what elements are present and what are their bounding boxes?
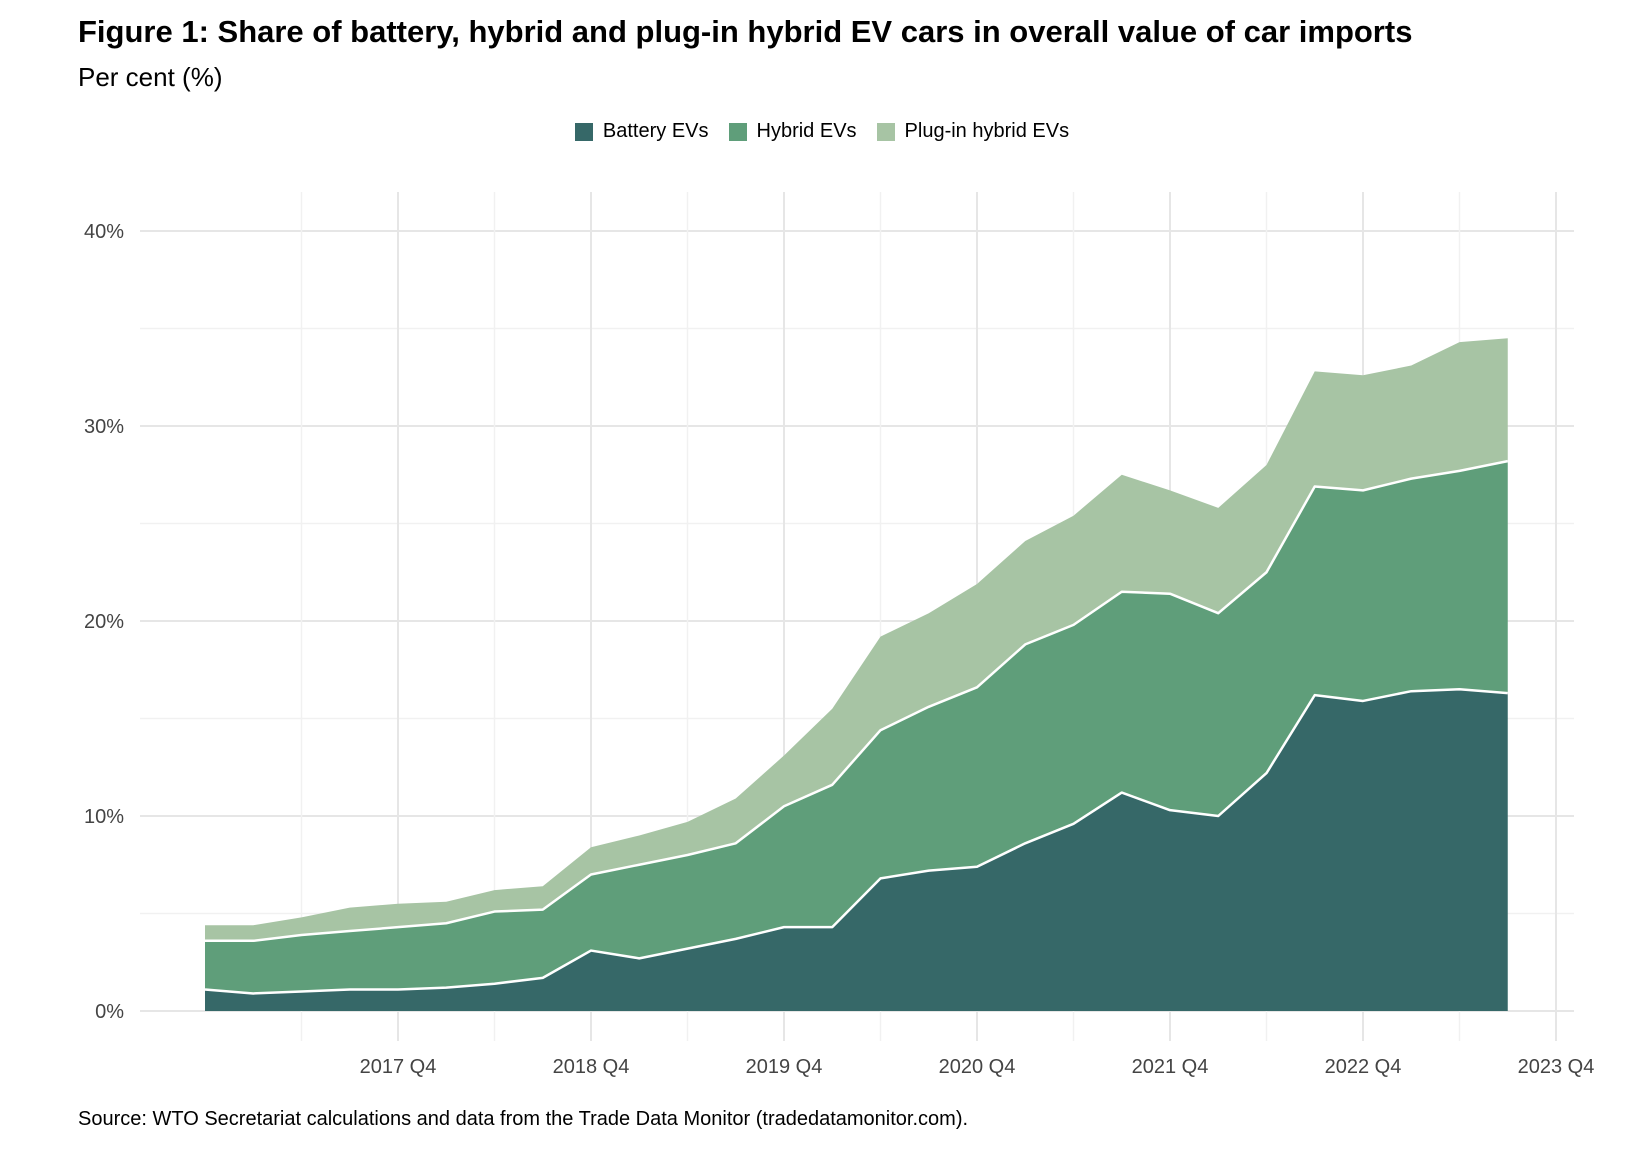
boundary-line-hybrid <box>205 459 1508 943</box>
legend-item-battery: Battery EVs <box>574 120 709 143</box>
x-tick-label: 2018 Q4 <box>553 1056 630 1078</box>
legend-swatch-hybrid <box>728 122 747 141</box>
chart-title: Figure 1: Share of battery, hybrid and p… <box>78 14 1413 49</box>
x-tick-label: 2021 Q4 <box>1132 1056 1209 1078</box>
legend-item-plugin: Plug-in hybrid EVs <box>876 120 1070 143</box>
area-battery-evs <box>205 689 1508 1011</box>
y-tick-label: 40% <box>84 221 124 243</box>
legend-label-plugin: Plug-in hybrid EVs <box>904 120 1070 142</box>
chart-subtitle: Per cent (%) <box>78 62 223 92</box>
x-tick-label: 2023 Q4 <box>1518 1056 1595 1078</box>
legend-item-hybrid: Hybrid EVs <box>728 120 857 143</box>
areas <box>204 338 1508 1011</box>
source-note: Source: WTO Secretariat calculations and… <box>78 1108 969 1130</box>
y-tick-label: 0% <box>95 1001 124 1023</box>
y-tick-label: 10% <box>84 806 124 828</box>
x-axis-labels: 2017 Q4 2018 Q4 2019 Q4 2020 Q4 2021 Q4 2022 … <box>360 1056 1595 1078</box>
x-tick-label: 2022 Q4 <box>1325 1056 1402 1078</box>
x-tick-label: 2019 Q4 <box>746 1056 823 1078</box>
x-tick-label: 2020 Q4 <box>939 1056 1016 1078</box>
legend-label-hybrid: Hybrid EVs <box>756 120 857 142</box>
stacked-area-chart: 0% 10% 20% 30% 40% 2017 Q4 2018 Q4 2019 Q4 2020 … <box>84 192 1595 1078</box>
y-tick-label: 20% <box>84 611 124 633</box>
area-plug-in-hybrid-evs <box>205 338 1508 941</box>
legend-swatch-battery <box>574 122 593 141</box>
legend-label-battery: Battery EVs <box>602 120 709 142</box>
legend-swatch-plugin <box>876 122 895 141</box>
x-tick-label: 2017 Q4 <box>360 1056 437 1078</box>
area-hybrid-evs <box>205 461 1508 994</box>
boundary-line-battery <box>204 688 1508 995</box>
y-tick-label: 30% <box>84 416 124 438</box>
y-axis-labels: 0% 10% 20% 30% 40% <box>84 221 124 1023</box>
legend: Battery EVs Hybrid EVs Plug-in hybrid EV… <box>0 120 1644 143</box>
